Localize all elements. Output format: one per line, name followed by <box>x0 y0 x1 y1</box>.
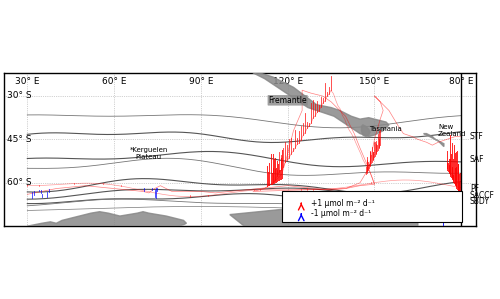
Text: Tasmania: Tasmania <box>368 126 402 132</box>
Text: 150° E: 150° E <box>360 77 390 86</box>
Text: 90° E: 90° E <box>188 77 213 86</box>
Text: 60° E: 60° E <box>102 77 126 86</box>
Text: 45° S: 45° S <box>7 135 32 144</box>
Polygon shape <box>28 212 186 226</box>
Text: 60° S: 60° S <box>7 178 32 187</box>
Text: 30° S: 30° S <box>7 91 32 100</box>
Text: PF: PF <box>470 184 479 193</box>
Text: SAF: SAF <box>470 155 484 164</box>
Text: *Kerguelen
Plateau: *Kerguelen Plateau <box>130 147 168 160</box>
Text: STF: STF <box>470 132 484 141</box>
Text: +1 μmol m⁻² d⁻¹: +1 μmol m⁻² d⁻¹ <box>310 199 374 208</box>
Text: -1 μmol m⁻² d⁻¹: -1 μmol m⁻² d⁻¹ <box>310 209 371 218</box>
Text: Fremantle: Fremantle <box>268 96 307 105</box>
Text: 120° E: 120° E <box>272 77 302 86</box>
Polygon shape <box>253 73 389 136</box>
Text: SACCF: SACCF <box>470 191 495 200</box>
Polygon shape <box>424 134 444 147</box>
Text: 80° E: 80° E <box>449 77 473 86</box>
Text: SBDY: SBDY <box>470 197 490 206</box>
FancyBboxPatch shape <box>282 191 462 222</box>
Polygon shape <box>230 209 418 226</box>
Text: 30° E: 30° E <box>15 77 40 86</box>
Text: New
Zealand: New Zealand <box>438 124 466 137</box>
Polygon shape <box>362 125 370 136</box>
